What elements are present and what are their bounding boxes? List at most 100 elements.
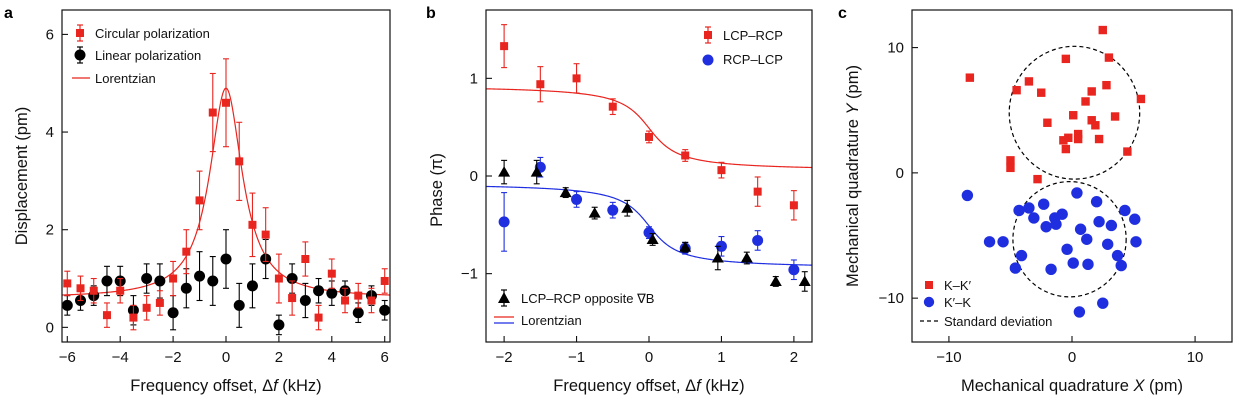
- legend-label-std: Standard deviation: [944, 314, 1052, 329]
- panel-c-legend: K–K′ K′–K Standard deviation: [920, 278, 1052, 329]
- data-point-square: [1006, 163, 1015, 173]
- data-point-circle: [1071, 187, 1083, 199]
- data-point-square: [536, 80, 545, 89]
- data-point-circle: [1074, 223, 1087, 235]
- legend-label-lorentzian: Lorentzian: [95, 71, 156, 86]
- data-point-square: [681, 151, 690, 160]
- data-point-square: [1091, 121, 1100, 130]
- data-point-circle: [1130, 236, 1142, 248]
- lorentzian-curve-b-blue: [486, 185, 812, 266]
- std-deviation-circle: [1008, 45, 1141, 180]
- panel-b-ylabel: Phase (π): [428, 153, 446, 227]
- data-point-circle: [715, 240, 727, 252]
- data-point-square: [1012, 85, 1021, 95]
- data-point-circle: [220, 253, 232, 265]
- legend-label-kk: K–K′: [944, 278, 972, 293]
- data-point-square: [1136, 94, 1146, 104]
- std-deviation-circle: [1012, 181, 1127, 298]
- data-point-circle: [1081, 233, 1093, 245]
- data-point-circle: [1023, 202, 1035, 214]
- legend-marker-circular: [76, 29, 84, 37]
- data-point-triangle: [679, 241, 692, 252]
- panel-c-xtick-label: 0: [1068, 349, 1076, 366]
- legend-marker-opposite-gradient: [498, 292, 510, 303]
- data-point-square: [208, 108, 217, 117]
- data-point-circle: [299, 295, 311, 306]
- legend-label-linear: Linear polarization: [95, 48, 201, 63]
- data-point-square: [1064, 133, 1073, 142]
- data-point-square: [248, 220, 257, 229]
- data-point-square: [645, 132, 653, 141]
- data-point-circle: [313, 285, 325, 297]
- data-point-square: [1094, 134, 1104, 144]
- data-point-circle: [1013, 204, 1025, 217]
- panel-b-chart: −2 −1 0 1 2 −1 0 1 Frequency offset, Δf (kHz) P…: [428, 9, 813, 395]
- data-point-circle: [1105, 219, 1118, 232]
- data-point-square: [1102, 80, 1111, 90]
- data-point-square: [301, 255, 310, 263]
- panel-b-xtick-label: 0: [645, 349, 653, 366]
- panel-c-xlabel: Mechanical quadrature X (pm): [961, 377, 1183, 395]
- data-point-square: [1061, 54, 1071, 64]
- data-point-circle: [788, 264, 800, 276]
- data-point-circle: [983, 236, 996, 248]
- data-point-circle: [961, 189, 974, 202]
- panel-a-xlabel: Frequency offset, Δf (kHz): [130, 377, 321, 395]
- data-point-square: [222, 98, 230, 107]
- data-point-square: [1098, 25, 1107, 35]
- panel-a-xtick-label: −2: [165, 349, 182, 366]
- data-point-circle: [1056, 208, 1068, 220]
- panel-b-ytick-label: −1: [461, 266, 478, 283]
- panel-b-ytick-label: 0: [470, 168, 478, 185]
- data-point-square: [1061, 144, 1071, 154]
- data-point-circle: [498, 216, 510, 228]
- data-point-square: [1059, 136, 1068, 145]
- legend-marker-kk: [925, 281, 933, 289]
- panel-b-xtick-label: 1: [717, 349, 725, 366]
- data-point-square: [1081, 97, 1090, 106]
- data-point-circle: [1009, 262, 1022, 274]
- panel-c-ytick-label: −10: [879, 290, 904, 307]
- panel-a-ytick-label: 4: [46, 124, 54, 141]
- legend-label-lcp-rcp: LCP–RCP: [723, 28, 783, 43]
- legend-marker-rcp-lcp: [702, 54, 714, 66]
- data-point-circle: [154, 275, 166, 287]
- legend-label-lorentzian-b: Lorentzian: [521, 313, 582, 328]
- data-point-triangle: [798, 275, 811, 286]
- data-point-square: [235, 157, 244, 166]
- panel-a-ytick-label: 6: [46, 26, 54, 43]
- panel-b-ytick-label: 1: [470, 70, 478, 87]
- panel-c-xtick-label: 10: [1187, 349, 1204, 366]
- data-point-square: [789, 201, 798, 210]
- data-point-circle: [1129, 213, 1141, 225]
- data-point-circle: [1028, 212, 1040, 224]
- data-point-square: [717, 166, 726, 175]
- data-point-square: [1037, 88, 1046, 97]
- data-point-square: [89, 286, 98, 295]
- data-point-square: [753, 187, 762, 196]
- data-point-square: [129, 313, 138, 322]
- data-point-square: [314, 313, 323, 322]
- data-point-triangle: [621, 202, 634, 213]
- data-point-circle: [379, 304, 390, 316]
- data-point-square: [327, 269, 336, 278]
- data-point-triangle: [559, 186, 572, 198]
- data-point-square: [1024, 77, 1034, 86]
- data-point-square: [500, 42, 509, 51]
- data-point-circle: [1093, 216, 1105, 228]
- data-point-circle: [1061, 243, 1073, 255]
- data-point-circle: [752, 234, 764, 246]
- data-point-square: [572, 74, 581, 83]
- data-point-square: [1087, 116, 1096, 125]
- data-point-triangle: [740, 252, 753, 263]
- data-point-circle: [246, 280, 258, 292]
- data-point-circle: [1101, 238, 1114, 250]
- data-point-square: [1110, 112, 1120, 121]
- lorentzian-curve-b-red: [486, 88, 812, 169]
- data-point-circle: [1045, 263, 1057, 276]
- data-point-square: [965, 73, 975, 82]
- data-point-circle: [326, 287, 338, 299]
- legend-label-kpk: K′–K: [944, 295, 971, 310]
- data-point-square: [1073, 129, 1083, 139]
- data-point-square: [1043, 118, 1052, 127]
